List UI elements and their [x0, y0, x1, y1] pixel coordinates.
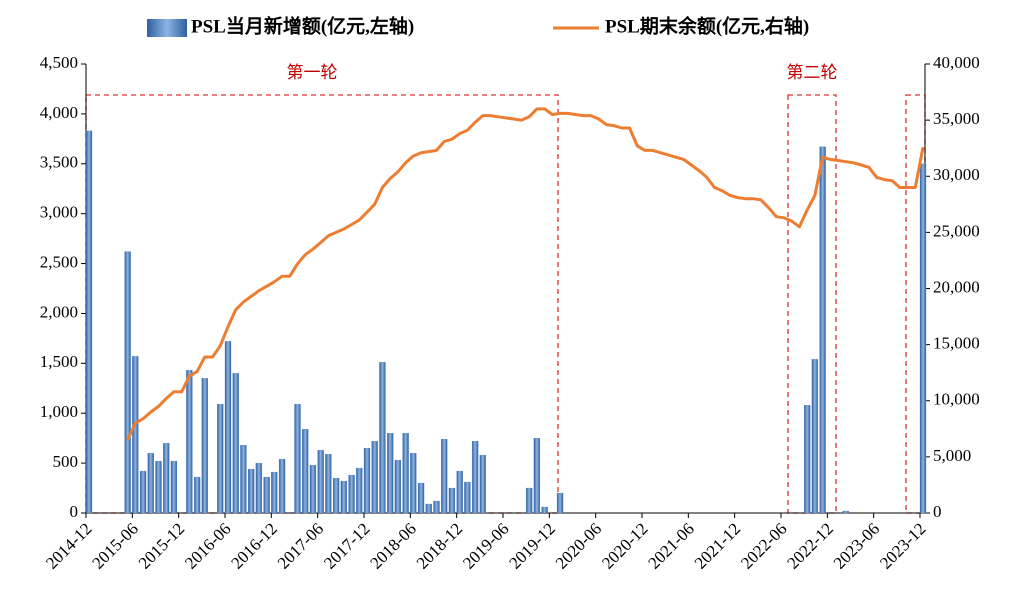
bar — [85, 130, 93, 514]
bar — [363, 447, 371, 514]
y-tick-label: 2,500 — [40, 252, 78, 271]
x-tick-label: 2022-12 — [783, 519, 837, 573]
bar — [263, 476, 270, 514]
y2-tick-label: 40,000 — [933, 53, 980, 72]
x-tick-label: 2020-06 — [552, 519, 606, 573]
bar — [464, 481, 471, 514]
bar — [302, 429, 309, 514]
y-tick-label: 3,500 — [40, 153, 78, 172]
bar — [348, 474, 355, 514]
y2-tick-label: 35,000 — [933, 109, 980, 128]
bar — [417, 482, 425, 514]
bar — [819, 146, 826, 514]
legend-swatch — [147, 19, 187, 37]
x-tick-label: 2018-12 — [413, 519, 467, 573]
y-tick-label: 4,500 — [40, 53, 78, 72]
bar — [842, 510, 849, 514]
bar — [278, 458, 286, 514]
bar — [919, 163, 927, 514]
y-tick-label: 1,500 — [40, 352, 78, 371]
bar — [394, 459, 402, 514]
line — [126, 107, 925, 441]
bar — [170, 460, 178, 514]
bar — [248, 468, 255, 514]
bar — [193, 476, 201, 514]
bar — [309, 464, 317, 514]
bar — [132, 356, 139, 514]
bar — [379, 362, 386, 514]
bar — [356, 467, 363, 514]
x-tick-label: 2021-06 — [644, 519, 698, 573]
y2-tick-label: 30,000 — [933, 165, 980, 184]
x-tick-label: 2015-12 — [135, 519, 189, 573]
bar — [804, 405, 811, 514]
bar — [155, 460, 162, 514]
x-tick-label: 2015-06 — [88, 519, 142, 573]
x-tick-label: 2023-06 — [830, 519, 884, 573]
x-tick-label: 2018-06 — [366, 519, 420, 573]
bar — [224, 341, 232, 514]
y2-tick-label: 20,000 — [933, 277, 980, 296]
bar — [217, 404, 224, 514]
bar — [186, 370, 193, 514]
bar — [402, 433, 409, 514]
bar — [533, 438, 541, 514]
bar — [456, 470, 463, 514]
bar — [541, 506, 548, 514]
bar — [387, 433, 394, 514]
annotation: 第一轮 — [287, 63, 338, 82]
bar — [433, 500, 440, 514]
y-tick-label: 2,000 — [40, 302, 78, 321]
x-tick-label: 2016-12 — [227, 519, 281, 573]
bar — [271, 471, 278, 514]
bar — [232, 373, 239, 514]
bar — [526, 487, 533, 514]
x-tick-label: 2023-12 — [876, 519, 930, 573]
bar — [325, 453, 332, 514]
y-tick-label: 500 — [53, 452, 79, 471]
bar — [294, 404, 301, 514]
bar — [441, 439, 448, 514]
x-tick-label: 2017-06 — [274, 519, 328, 573]
y-tick-label: 4,000 — [40, 103, 78, 122]
y-tick-label: 1,000 — [40, 402, 78, 421]
bar — [448, 487, 456, 514]
bar — [147, 452, 154, 514]
bar — [471, 441, 479, 514]
bar — [479, 454, 486, 514]
x-tick-label: 2016-06 — [181, 519, 235, 573]
bar — [201, 378, 208, 514]
y2-tick-label: 0 — [933, 502, 942, 521]
bar — [811, 359, 819, 514]
bar — [255, 462, 263, 514]
bar — [556, 492, 564, 514]
bar — [371, 441, 378, 514]
y-tick-label: 0 — [70, 502, 79, 521]
legend-label: PSL期末余额(亿元,右轴) — [605, 14, 809, 37]
x-tick-label: 2020-12 — [598, 519, 652, 573]
bar — [124, 251, 131, 514]
legend-label: PSL当月新增额(亿元,左轴) — [191, 14, 414, 37]
bar — [139, 470, 147, 514]
x-tick-label: 2017-12 — [320, 519, 374, 573]
annotation: 第二轮 — [787, 63, 838, 82]
bar — [332, 477, 340, 514]
y2-tick-label: 10,000 — [933, 390, 980, 409]
x-tick-label: 2021-12 — [691, 519, 745, 573]
y-tick-label: 3,000 — [40, 203, 78, 222]
bar — [410, 452, 417, 514]
bar — [425, 503, 432, 514]
bar — [240, 445, 247, 514]
bar — [163, 443, 170, 514]
bar — [340, 480, 347, 514]
x-tick-label: 2019-06 — [459, 519, 513, 573]
x-tick-label: 2022-06 — [737, 519, 791, 573]
x-tick-label: 2014-12 — [42, 519, 96, 573]
y2-tick-label: 25,000 — [933, 221, 980, 240]
bar — [317, 449, 324, 514]
y2-tick-label: 5,000 — [933, 446, 971, 465]
y2-tick-label: 15,000 — [933, 334, 980, 353]
x-tick-label: 2019-12 — [505, 519, 559, 573]
